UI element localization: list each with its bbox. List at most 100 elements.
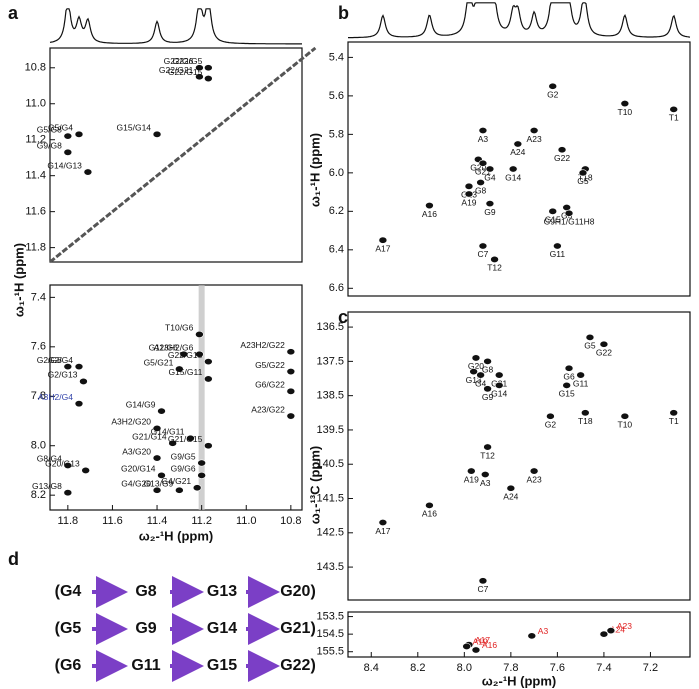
peak [483,385,492,393]
peak-label: T10 [618,419,633,429]
peak [378,519,388,527]
peak-label: A23H2/G6 [154,342,194,352]
pathway-residue: G20) [280,583,316,600]
peak [63,132,73,140]
y-tick-label: 7.4 [31,291,46,303]
peak-label: G9/G6 [171,464,196,474]
peak [578,169,588,177]
y-tick-label: 6.2 [329,205,344,217]
peak-label: A19 [464,474,479,484]
pathway-residue: (G4 [55,583,82,600]
peak-label: G11 [550,249,566,259]
peak [83,168,93,176]
pathway-residue: G14 [207,620,237,637]
peak [480,471,490,479]
peak [478,159,488,167]
peak [186,434,195,442]
peak-label: G22 [596,347,612,357]
y-tick-label: 11.2 [25,134,46,146]
y-tick-label: 11.0 [25,98,46,110]
peak-label: G8 [475,186,487,196]
peak-label: G13 [466,375,482,385]
pathway-residue: G9 [135,620,156,637]
peak [527,632,537,640]
peak-label: G2/G4 [48,355,73,365]
projection [348,2,691,39]
peak [478,242,488,250]
artifact-strip [198,285,205,510]
y-tick-label: 5.6 [329,90,344,102]
peak-label: T12 [487,263,502,273]
peak-label: G21 [475,166,491,176]
peak [157,407,166,415]
pathway-residue: G22) [280,657,316,674]
y-tick-label: 8.2 [31,489,46,501]
peak [508,165,518,173]
peak-label: G4/G21 [161,476,191,486]
y-tick-label: 6.0 [329,167,344,179]
peak [462,642,471,650]
peak [204,75,213,83]
y-tick-label: 154.5 [316,628,344,640]
y-tick-label: 11.8 [25,242,46,254]
y-tick-label: 141.5 [316,492,344,504]
peak-label: G9/G8 [37,141,62,151]
pathway-residue: G11 [131,657,160,674]
peak-label: A3 [480,478,491,488]
peak-label: G5 [577,176,589,186]
peak-label: C7 [478,249,489,259]
peak-label: G22/G5 [173,56,203,66]
y-tick-label: 138.5 [316,390,344,402]
peak [548,82,558,90]
y-axis-title: ω₁-¹H (ppm) [11,243,26,317]
peak-label: G15 [559,389,575,399]
pathway-residue: (G6 [55,657,82,674]
plot-frame [347,611,691,658]
peak [620,412,630,420]
peak-label: G11/G6 [149,342,178,352]
peak-label: G8/G4 [37,454,62,464]
peak-label: A3H2/G20 [111,417,151,427]
peak-label: T10/G6 [165,323,194,333]
peak [286,387,296,395]
peak-label: G22/G6 [164,56,194,66]
pathway-residue: G15 [207,657,237,674]
y-tick-label: 155.5 [316,646,344,658]
peak [471,646,481,654]
peak [494,381,504,389]
peak-label: A17 [375,526,390,536]
peak-label: A3/G20 [122,446,151,456]
peak [599,340,609,348]
peak-label: G2/G13 [48,370,78,380]
peak-label: A16 [422,209,437,219]
peak [74,363,84,371]
peak-label: G4/G20 [121,478,151,488]
pathway-residue: G21) [280,620,316,637]
peak-label: G20 [470,163,486,173]
peak [471,354,481,362]
peak [168,439,177,447]
peak [564,364,574,372]
peak-label: A19 [473,637,488,647]
peak [286,348,296,356]
peak [490,255,499,263]
peak-label: A19 [461,197,476,207]
peak [562,203,571,211]
peak-label: G22/G15 [168,67,203,77]
peak [581,409,590,417]
peak [197,471,206,479]
peak [469,368,478,376]
peak [204,375,213,383]
peak [152,486,162,494]
peak-label: T10 [618,107,633,117]
peak [195,350,204,358]
y-tick-label: 153.5 [316,610,344,622]
y-tick-label: 140.5 [316,458,344,470]
peak-label: G5/G4 [48,123,73,133]
peak-label: A24 [510,147,525,157]
peak [529,467,539,475]
x-tick-label: 7.2 [643,662,658,674]
peak [152,130,162,138]
x-tick-label: 10.8 [280,515,301,527]
peak-label: G14/G11 [151,427,185,437]
